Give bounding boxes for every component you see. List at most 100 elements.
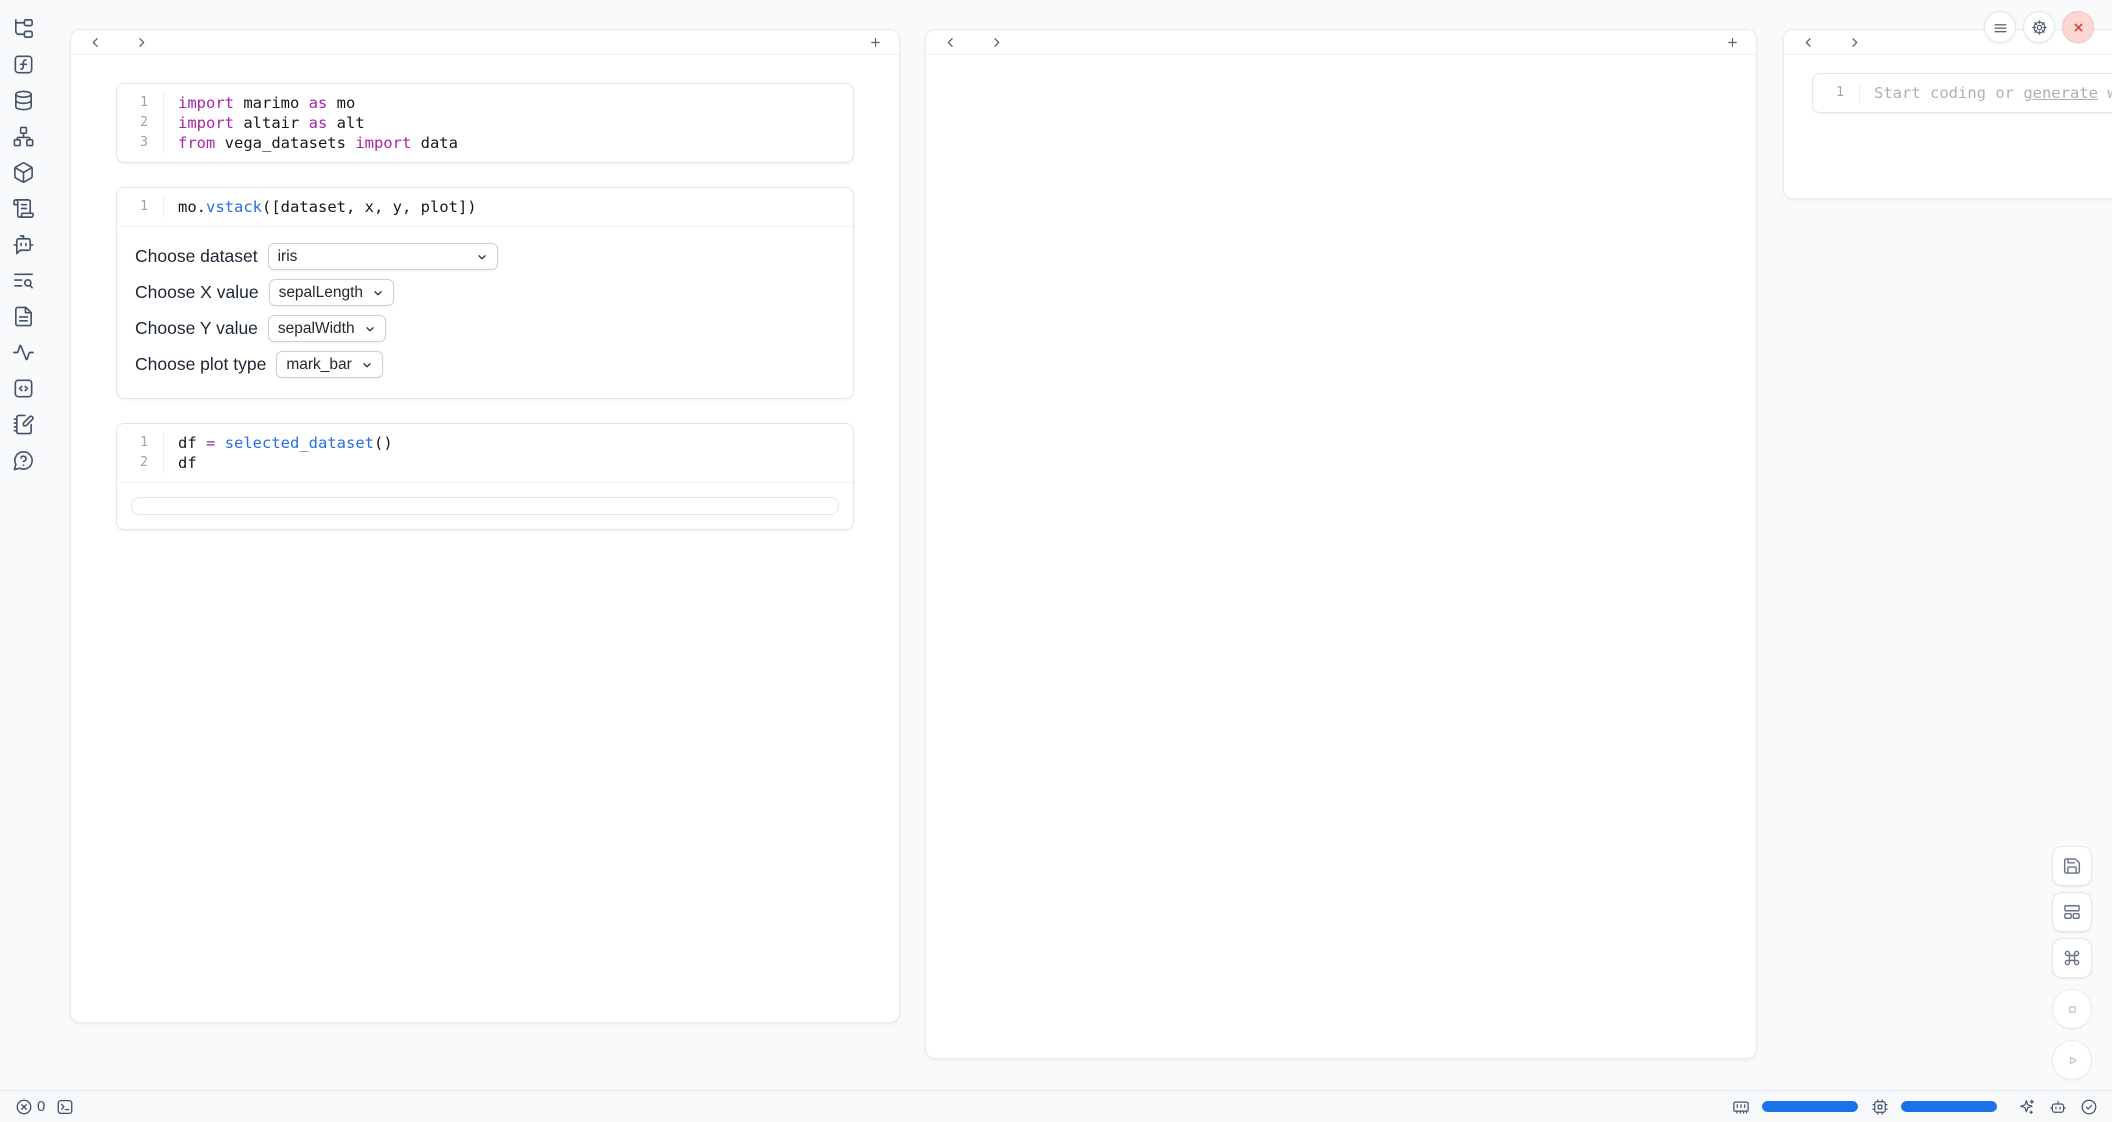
- line-number: 2: [117, 113, 148, 133]
- code-row: 2df: [117, 453, 853, 473]
- chevron-left-icon[interactable]: [1800, 34, 1816, 50]
- function-square-icon[interactable]: [11, 52, 36, 77]
- dropdown-value: sepalLength: [279, 284, 363, 302]
- app-sidebar: [0, 0, 46, 1090]
- line-number: 1: [117, 433, 148, 453]
- scratchpad-icon[interactable]: [11, 412, 36, 437]
- code-row: 1mo.vstack([dataset, x, y, plot]): [117, 197, 853, 217]
- chevron-left-icon[interactable]: [87, 34, 103, 50]
- line-number-gutter: 1: [117, 433, 163, 453]
- cell-vstack: 1mo.vstack([dataset, x, y, plot]) Choose …: [116, 187, 854, 399]
- database-icon[interactable]: [11, 88, 36, 113]
- notebook-column-left: 1import marimo as mo2import altair as al…: [70, 29, 900, 1023]
- control-row: Choose dataset iris: [135, 243, 835, 270]
- fold-spacer: [150, 97, 163, 110]
- code-square-icon[interactable]: [11, 376, 36, 401]
- empty-cell: 1 Start coding or generate with AI: [1812, 73, 2112, 113]
- line-number: 1: [1813, 83, 1844, 103]
- dependency-network-icon[interactable]: [11, 124, 36, 149]
- control-row: Choose X value sepalLength: [135, 279, 835, 306]
- line-number-gutter: 1: [117, 197, 163, 217]
- stop-button[interactable]: [2052, 989, 2092, 1029]
- chevron-down-icon: [361, 359, 373, 371]
- line-number: 3: [117, 133, 148, 153]
- choose-y-value-dropdown[interactable]: sepalWidth: [268, 315, 386, 342]
- memory-icon: [1731, 1097, 1750, 1116]
- text-search-icon[interactable]: [11, 268, 36, 293]
- line-number-gutter: 2: [117, 113, 163, 133]
- data-table: [131, 497, 839, 515]
- chevron-right-icon[interactable]: [988, 34, 1004, 50]
- code-editor[interactable]: 1 df = selected_dataset()2df: [117, 424, 853, 482]
- dropdown-label: Choose plot type: [135, 354, 266, 375]
- code-placeholder[interactable]: Start coding or generate with AI: [1859, 83, 2112, 103]
- run-button[interactable]: [2052, 1040, 2092, 1080]
- ram-usage-meter: [1762, 1101, 1858, 1112]
- dropdown-value: sepalWidth: [278, 320, 355, 338]
- chevron-down-icon: [476, 251, 488, 263]
- dropdown-value: iris: [278, 248, 298, 266]
- scroll-log-icon[interactable]: [11, 196, 36, 221]
- gear-icon[interactable]: [2023, 11, 2055, 43]
- ram-usage-fill: [1762, 1101, 1858, 1112]
- add-cell-icon[interactable]: [867, 34, 883, 50]
- choose-dataset-dropdown[interactable]: iris: [268, 243, 498, 270]
- cell-dataframe: 1 df = selected_dataset()2df: [116, 423, 854, 530]
- save-button[interactable]: [2052, 846, 2092, 886]
- code-editor[interactable]: 1 Start coding or generate with AI: [1813, 74, 2112, 112]
- line-number: 1: [117, 197, 148, 217]
- help-icon[interactable]: [11, 448, 36, 473]
- command-palette-button[interactable]: [2052, 938, 2092, 978]
- table-header-row: [132, 498, 838, 514]
- package-icon[interactable]: [11, 160, 36, 185]
- line-number-gutter: 1: [1813, 83, 1859, 103]
- connection-status-icon[interactable]: [2079, 1097, 2098, 1116]
- code-line: df = selected_dataset(): [163, 433, 407, 453]
- chat-bot-icon[interactable]: [11, 232, 36, 257]
- code-editor[interactable]: 1import marimo as mo2import altair as al…: [117, 84, 853, 162]
- dropdown-value: mark_bar: [286, 356, 351, 374]
- fold-spacer: [150, 117, 163, 130]
- choose-plot-type-dropdown[interactable]: mark_bar: [276, 351, 382, 378]
- chevron-left-icon[interactable]: [942, 34, 958, 50]
- column-toolbar: [71, 30, 899, 55]
- dropdown-label: Choose X value: [135, 282, 259, 303]
- dropdown-label: Choose dataset: [135, 246, 258, 267]
- cpu-usage-fill: [1901, 1101, 1997, 1112]
- code-row: 1import marimo as mo: [117, 93, 853, 113]
- cpu-usage-meter: [1901, 1101, 1997, 1112]
- chevron-right-icon[interactable]: [133, 34, 149, 50]
- chevron-right-icon[interactable]: [1846, 34, 1862, 50]
- activity-icon[interactable]: [11, 340, 36, 365]
- cell-output-table: [117, 482, 853, 529]
- fold-spacer: [150, 137, 163, 150]
- code-line: from vega_datasets import data: [163, 133, 472, 153]
- column-toolbar: [926, 30, 1756, 55]
- code-line: df: [163, 453, 211, 473]
- code-row: 3 from vega_datasets import data: [117, 133, 853, 153]
- cpu-icon: [1870, 1097, 1889, 1116]
- menu-icon[interactable]: [1984, 11, 2016, 43]
- cell-imports: 1import marimo as mo2import altair as al…: [116, 83, 854, 163]
- add-cell-icon[interactable]: [1724, 34, 1740, 50]
- error-count: 0: [37, 1098, 45, 1115]
- document-icon[interactable]: [11, 304, 36, 329]
- control-row: Choose Y value sepalWidth: [135, 315, 835, 342]
- window-buttons: [1984, 11, 2094, 43]
- generate-with-ai-link[interactable]: generate: [2023, 84, 2098, 102]
- copilot-bot-icon[interactable]: [2048, 1097, 2067, 1116]
- terminal-icon[interactable]: [55, 1097, 74, 1116]
- choose-x-value-dropdown[interactable]: sepalLength: [269, 279, 394, 306]
- sparkles-icon[interactable]: [2017, 1097, 2036, 1116]
- file-tree-icon[interactable]: [11, 16, 36, 41]
- dropdown-label: Choose Y value: [135, 318, 258, 339]
- close-icon[interactable]: [2062, 11, 2094, 43]
- layout-button[interactable]: [2052, 892, 2092, 932]
- code-row: 2import altair as alt: [117, 113, 853, 133]
- code-row: 1 df = selected_dataset(): [117, 433, 853, 453]
- notebook-column-middle: [925, 29, 1757, 1059]
- code-editor[interactable]: 1mo.vstack([dataset, x, y, plot]): [117, 188, 853, 226]
- line-number-gutter: 1: [117, 93, 163, 113]
- errors-icon[interactable]: [14, 1097, 33, 1116]
- fold-spacer: [150, 201, 163, 214]
